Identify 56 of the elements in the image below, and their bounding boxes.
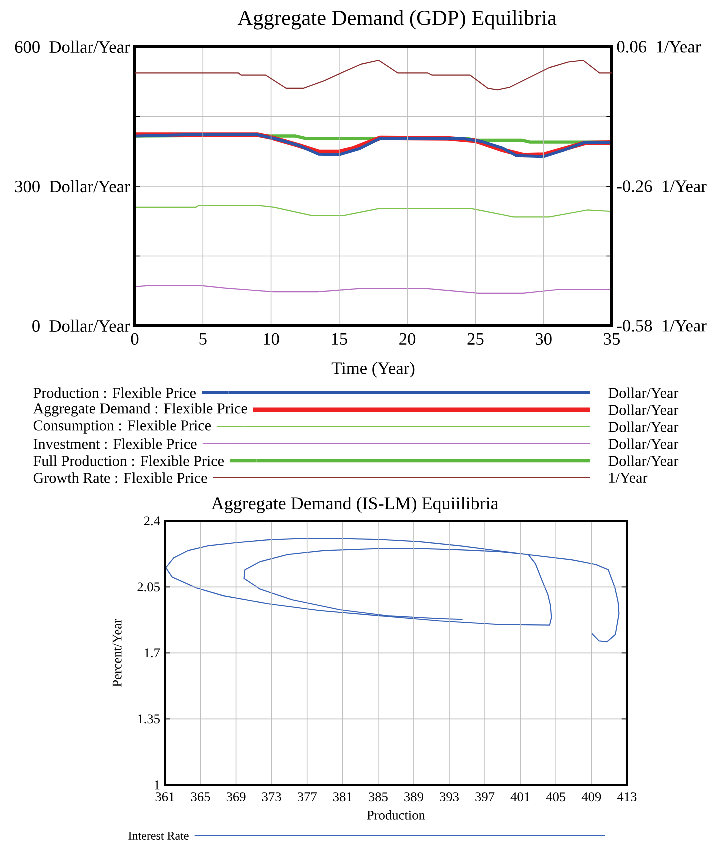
x-tick-label: 397 [476, 792, 495, 802]
y-tick-label: 0 [32, 320, 40, 332]
x-tick-label: 35 [604, 333, 620, 346]
y2-tick-label: -0.58 [617, 320, 652, 332]
x-tick-label: 409 [582, 792, 602, 802]
text: Dollar/Year [50, 180, 130, 193]
y-tick-label: 2.4 [144, 516, 160, 526]
y-axis-title: Percent/Year [112, 619, 122, 687]
legend-label: Investment : Flexible Price [34, 438, 197, 450]
legend-label: Growth Rate : Flexible Price [34, 472, 208, 484]
y-tick-label: 1.35 [138, 714, 160, 724]
x-axis-title: Time (Year) [332, 362, 415, 378]
x-tick-label: 361 [156, 792, 174, 802]
x-tick-label: 25 [468, 333, 484, 346]
x-tick-label: 20 [400, 333, 416, 346]
text: Dollar/Year [608, 404, 679, 416]
y-tick-label: 1 [154, 780, 160, 790]
text: 1/Year [663, 180, 707, 192]
text: 1/Year [610, 472, 648, 484]
text: Dollar/Year [608, 388, 679, 398]
y2-axis-title: 1/Year [657, 41, 701, 53]
x-tick-label: 377 [298, 792, 317, 802]
x-tick-label: 373 [262, 792, 282, 802]
text: Dollar/Year [608, 438, 679, 450]
legend-label: Full Production : Flexible Price [34, 456, 224, 466]
y2-tick-label: 0.06 [617, 41, 647, 53]
legend-label: Aggregate Demand : Flexible Price [33, 403, 248, 417]
x-tick-label: 30 [536, 333, 552, 346]
text: Dollar/Year [50, 40, 130, 54]
y-tick-label: 300 [15, 180, 40, 193]
text: Dollar/Year [608, 422, 679, 432]
x-tick-label: 15 [332, 333, 348, 345]
legend-label: Interest Rate [128, 832, 189, 840]
chart-title: Aggregate Demand (IS-LM) Equiilibria [212, 497, 499, 514]
legend-label: Production : Flexible Price [34, 388, 196, 398]
y-tick-label: 1.7 [144, 648, 160, 658]
x-tick-label: 393 [440, 792, 459, 802]
x-axis-title: Production [367, 810, 426, 820]
legend-label: Consumption : Flexible Price [34, 420, 212, 434]
x-tick-label: 5 [200, 333, 207, 345]
y-axis-title: Dollar/Year [50, 320, 130, 332]
x-tick-label: 401 [510, 792, 530, 802]
x-tick-label: 381 [334, 792, 352, 802]
x-tick-label: 389 [404, 792, 424, 802]
text: Dollar/Year [608, 456, 679, 466]
x-tick-label: 365 [191, 792, 210, 802]
x-tick-label: 369 [226, 792, 246, 802]
y-tick-label: 600 [15, 41, 40, 54]
x-tick-label: 405 [546, 792, 566, 802]
y2-tick-label: -0.26 [617, 180, 652, 192]
x-tick-label: 385 [369, 792, 388, 802]
x-tick-label: 413 [617, 792, 637, 802]
chart-title: Aggregate Demand (GDP) Equilibria [238, 10, 557, 30]
x-tick-label: 10 [264, 333, 280, 346]
y-tick-label: 2.05 [138, 582, 160, 592]
text: 1/Year [663, 320, 707, 332]
